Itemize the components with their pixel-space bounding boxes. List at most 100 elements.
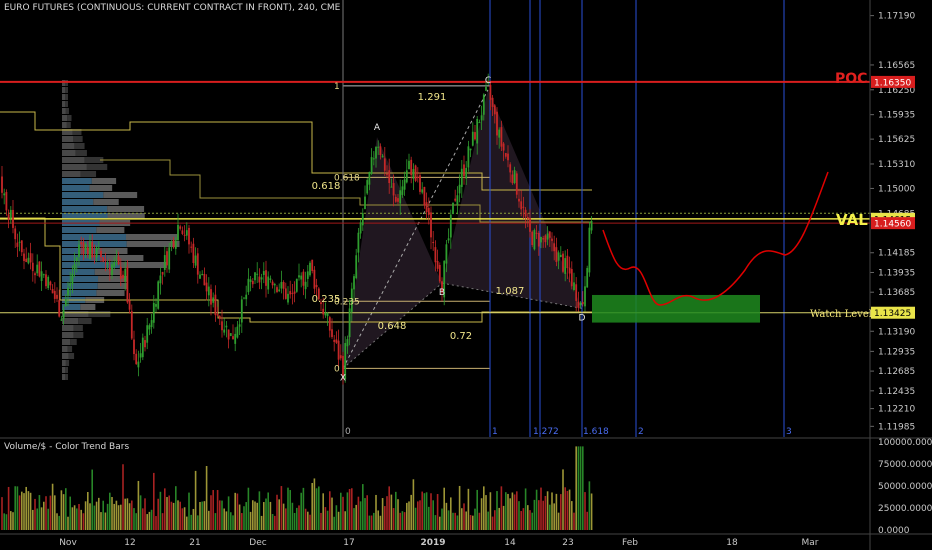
candle-body [441,281,443,293]
candle-body [449,214,452,238]
candle-body [102,257,105,262]
volume-bar [335,505,338,530]
profile-bar [103,192,138,198]
volume-bar [535,489,538,530]
profile-bar [62,94,66,100]
price-tick-label: 1.13190 [878,327,915,337]
candle-body [403,179,406,190]
date-tick-label: 21 [189,538,200,548]
volume-bar [210,495,212,530]
candle-body [146,325,149,343]
candle-body [93,255,96,257]
volume-bar [373,512,375,530]
profile-bar [89,185,113,191]
candle-body [71,273,74,284]
volume-bar [472,515,474,530]
volume-bar [54,495,56,530]
candle-body [47,276,50,289]
volume-bar [465,511,467,530]
volume-bar [329,491,331,530]
volume-bar [452,512,454,530]
candle-body [425,202,428,213]
candle-body [489,85,492,100]
volume-bar [573,512,575,530]
volume-bar [214,513,217,530]
profile-bar [62,108,66,114]
candle-body [95,247,98,258]
candle-body [511,174,514,184]
candle-body [504,153,507,157]
volume-bar [172,502,175,530]
volume-bar [388,486,390,530]
candle-body [491,97,494,107]
volume-bar [436,494,439,530]
candle-body [555,247,558,262]
candle-body [359,222,362,234]
profile-bar [62,87,66,93]
pattern-triangle-xab [343,137,442,369]
pattern-point-label: A [374,123,381,133]
candle-body [16,242,19,247]
volume-bar [124,498,126,530]
time-zone-label: 0 [345,427,351,437]
volume-bar [355,504,357,530]
volume-bar [311,482,313,530]
candle-body [397,198,399,202]
volume-bar [533,499,536,530]
candle-body [564,258,567,274]
volume-bar [557,512,560,530]
candle-body [507,153,509,161]
volume-bar [29,492,32,530]
candle-body [218,316,221,319]
volume-bar [82,513,85,530]
volume-bar [399,512,401,530]
candle-body [485,86,487,91]
candle-body [500,127,503,147]
volume-bar [115,500,118,530]
volume-bar [131,500,133,530]
candle-body [256,273,259,275]
candle-body [526,216,529,219]
price-tick-label: 1.11985 [878,422,915,432]
volume-bar [412,479,415,530]
volume-bar [542,500,544,530]
volume-bar [109,492,111,530]
profile-bar [62,157,85,163]
volume-bar [406,502,408,530]
candle-body [150,320,153,328]
candle-body [537,232,540,247]
candle-body [139,353,142,358]
volume-bar [128,503,131,530]
candle-body [322,308,325,315]
volume-bar [80,509,82,530]
volume-bar [320,512,322,530]
candle-body [430,212,432,238]
candle-body [445,244,448,264]
volume-bar [252,500,254,530]
candle-body [529,218,531,232]
profile-bar [75,150,87,156]
volume-bar [566,490,569,530]
candle-body [419,175,421,192]
candle-body [51,289,54,294]
volume-bar [249,511,252,530]
volume-bar [267,492,269,530]
candle-body [115,260,118,262]
volume-bar [379,515,382,530]
candle-body [210,289,212,305]
profile-bar [73,325,83,331]
volume-bar [69,496,71,530]
volume-bar [7,486,10,530]
profile-bar [68,353,75,359]
profile-bar [65,360,70,366]
volume-tick-label: 100000.0000 [878,438,932,448]
volume-bar [205,465,208,530]
profile-bar [96,227,125,233]
volume-bar [25,486,27,530]
volume-bar [322,493,324,530]
volume-bar [144,498,146,530]
candle-body [568,267,571,274]
candle-body [106,263,109,265]
candle-body [262,271,265,275]
price-tag [871,217,915,230]
